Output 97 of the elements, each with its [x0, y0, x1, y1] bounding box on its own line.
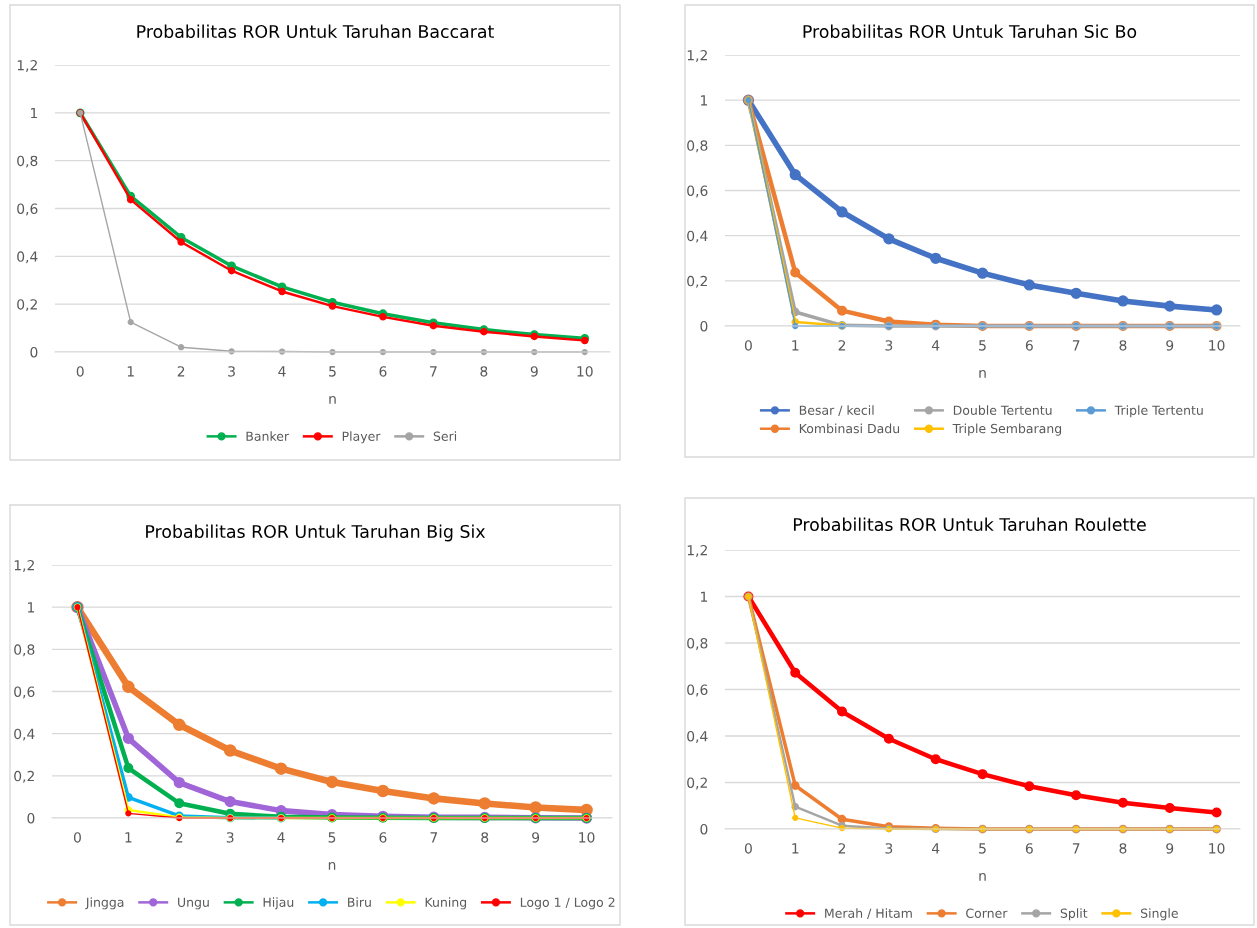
x-tick-label: 2 [838, 843, 846, 854]
legend-label: Besar / kecil [799, 405, 874, 416]
y-tick-label: 1 [701, 95, 708, 106]
x-tick-label: 3 [226, 832, 234, 843]
legend-label: Double Tertentu [953, 405, 1052, 415]
x-tick-label: 10 [1209, 843, 1225, 854]
y-tick-label: 0,2 [687, 275, 707, 288]
legend-label: Single [1140, 908, 1178, 921]
y-tick-label: 0,8 [17, 155, 38, 168]
x-tick-label: 5 [328, 832, 336, 843]
y-tick-label: 0,2 [14, 770, 34, 783]
legend-label: Logo 1 / Logo 2 [520, 897, 615, 910]
x-tick-label: 10 [579, 832, 595, 843]
y-tick-label: 0 [27, 812, 35, 824]
x-tick-label: 6 [1025, 843, 1033, 854]
legend-label: Merah / Hitam [825, 908, 912, 919]
legend-label: Triple Tertentu [1114, 405, 1203, 418]
legend-label: Banker [246, 431, 290, 441]
x-axis-title: n [979, 873, 986, 881]
x-tick-label: 6 [1025, 340, 1033, 351]
y-tick-label: 0 [700, 320, 708, 332]
y-tick-label: 0,6 [14, 686, 35, 699]
y-tick-label: 0,6 [17, 203, 38, 216]
x-tick-label: 3 [228, 366, 235, 377]
y-tick-label: 0,2 [17, 299, 37, 312]
x-tick-label: 9 [1166, 340, 1174, 351]
y-tick-label: 0,6 [687, 684, 708, 697]
legend-label: Jingga [85, 897, 124, 910]
x-tick-label: 6 [379, 366, 387, 377]
x-tick-label: 9 [1166, 843, 1174, 854]
x-tick-label: 0 [73, 832, 81, 843]
y-tick-label: 1,2 [687, 49, 707, 62]
x-tick-label: 2 [177, 366, 185, 377]
y-tick-label: 1 [28, 602, 35, 613]
x-tick-label: 8 [480, 366, 488, 377]
x-tick-label: 7 [430, 832, 438, 843]
x-tick-label: 8 [1119, 340, 1127, 351]
x-tick-label: 1 [125, 832, 132, 843]
y-tick-label: 1 [31, 107, 38, 119]
x-tick-label: 0 [76, 366, 84, 377]
legend-label: Player [342, 431, 381, 444]
y-tick-label: 0,4 [687, 230, 708, 243]
legend-label: Split [1060, 908, 1088, 921]
legend-label: Triple Sembarang [952, 423, 1062, 436]
y-tick-label: 1 [701, 591, 708, 602]
x-tick-label: 8 [1119, 843, 1127, 854]
x-tick-label: 2 [175, 832, 183, 843]
x-tick-label: 3 [885, 340, 893, 351]
y-tick-label: 1,2 [17, 59, 37, 72]
x-tick-label: 5 [979, 843, 986, 854]
x-tick-label: 4 [277, 832, 285, 843]
y-tick-label: 1,2 [14, 559, 34, 572]
x-axis-title: n [328, 862, 336, 870]
legend-label: Kuning [425, 897, 467, 910]
x-tick-label: 7 [430, 366, 437, 377]
chart-title: Probabilitas ROR Untuk Taruhan Roulette [793, 517, 1146, 532]
x-tick-label: 10 [1209, 340, 1225, 351]
legend-label: Hijau [263, 897, 294, 910]
x-tick-label: 8 [481, 832, 489, 843]
x-tick-label: 2 [838, 340, 846, 351]
x-tick-label: 7 [1072, 340, 1080, 351]
y-tick-label: 0,4 [14, 728, 35, 741]
legend-label: Biru [348, 897, 371, 907]
x-tick-label: 1 [127, 366, 134, 377]
x-tick-label: 4 [931, 843, 940, 854]
x-tick-label: 3 [885, 843, 893, 854]
x-tick-label: 1 [792, 340, 799, 351]
y-tick-label: 0,6 [687, 185, 708, 198]
x-tick-label: 5 [329, 366, 336, 377]
y-tick-label: 0,4 [687, 730, 708, 743]
y-tick-label: 1,2 [687, 544, 707, 557]
y-tick-label: 0,4 [17, 251, 38, 264]
legend-label: Kombinasi Dadu [799, 423, 900, 434]
chart-title: Probabilitas ROR Untuk Taruhan Sic Bo [803, 24, 1137, 39]
legend-label: Corner [966, 908, 1008, 918]
x-tick-label: 1 [792, 843, 799, 854]
x-tick-label: 9 [530, 366, 538, 377]
legend-label: Ungu [178, 897, 209, 910]
x-axis-title: n [329, 396, 336, 404]
x-tick-label: 4 [931, 340, 940, 351]
y-tick-label: 0,2 [687, 777, 707, 790]
legend-label: Seri [433, 431, 457, 441]
y-tick-label: 0,8 [687, 140, 708, 153]
x-tick-label: 7 [1072, 843, 1080, 854]
y-tick-label: 0,8 [14, 644, 35, 657]
x-tick-label: 0 [744, 340, 752, 351]
chart-title: Probabilitas ROR Untuk Taruhan Baccarat [137, 24, 494, 39]
chart-title: Probabilitas ROR Untuk Taruhan Big Six [146, 524, 486, 542]
x-tick-label: 5 [979, 340, 986, 351]
x-tick-label: 6 [379, 832, 387, 843]
x-axis-title: n [979, 370, 986, 378]
x-tick-label: 4 [278, 366, 286, 377]
x-tick-label: 0 [744, 843, 752, 854]
x-tick-label: 9 [532, 832, 540, 843]
y-tick-label: 0 [700, 823, 708, 835]
x-tick-label: 10 [577, 366, 593, 377]
y-tick-label: 0,8 [687, 637, 708, 650]
